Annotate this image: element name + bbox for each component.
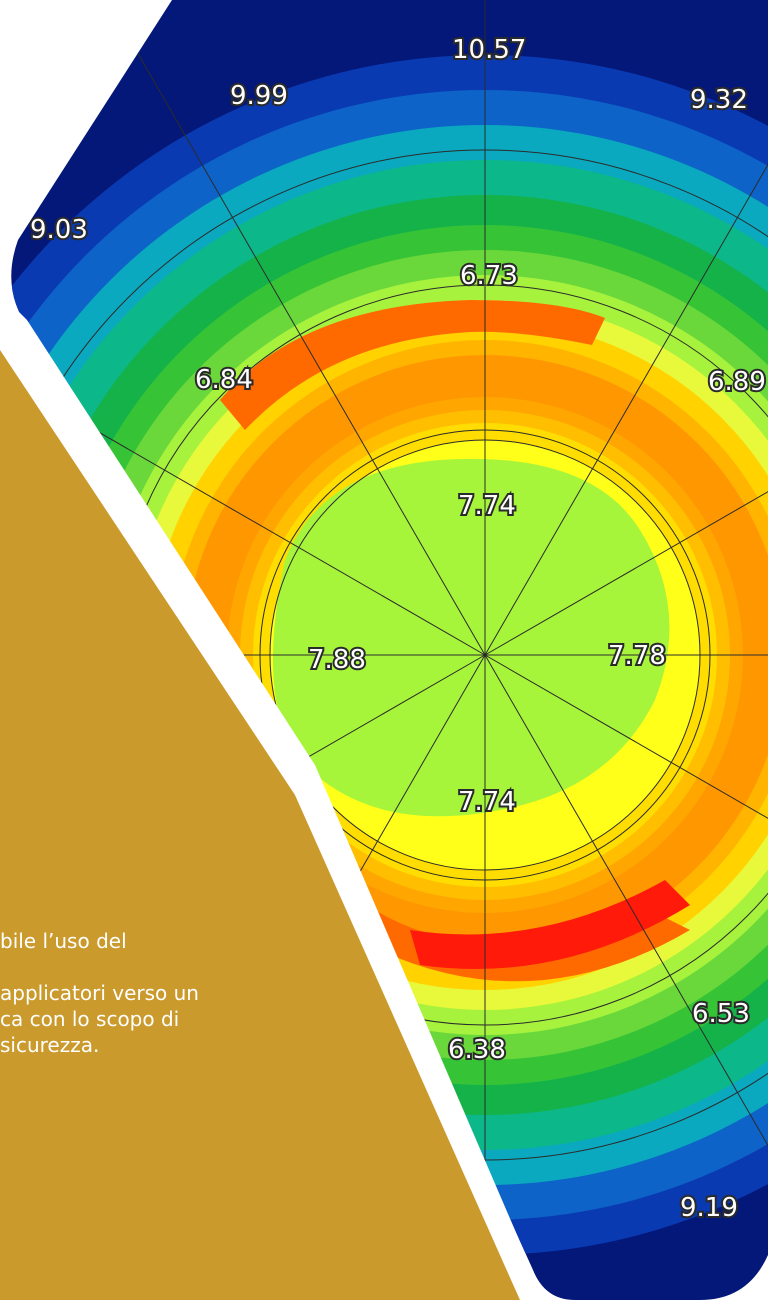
info-panel-text: bile l’uso del applicatori verso un ca c… bbox=[0, 928, 560, 1058]
map-value-label: 6.84 bbox=[195, 365, 253, 395]
white-diagonal-stripe bbox=[0, 293, 545, 1300]
map-value-label: 6.38 bbox=[448, 1035, 506, 1065]
map-value-label: 7.78 bbox=[608, 641, 666, 671]
gold-info-panel bbox=[0, 350, 520, 1300]
map-value-label: 6.73 bbox=[460, 261, 518, 291]
map-value-label: 6.53 bbox=[692, 999, 750, 1029]
map-value-label: 9.99 bbox=[230, 81, 288, 111]
map-value-label: 10.57 bbox=[452, 35, 526, 65]
info-panel-line bbox=[0, 954, 560, 980]
info-panel-line: bile l’uso del bbox=[0, 929, 127, 953]
contour-arc-upper bbox=[220, 300, 605, 430]
map-value-label: 9.19 bbox=[680, 1193, 738, 1223]
map-value-label: 6.89 bbox=[708, 367, 766, 397]
map-value-label: 7.74 bbox=[458, 787, 516, 817]
map-value-label: 9.32 bbox=[690, 85, 748, 115]
map-value-labels: 10.57 9.99 9.32 9.03 6.73 6.84 6.89 7.74… bbox=[28, 33, 768, 1225]
info-panel-line: ca con lo scopo di bbox=[0, 1007, 180, 1031]
contour-arc-lower-red bbox=[410, 880, 690, 969]
map-value-label: 7.74 bbox=[458, 491, 516, 521]
central-zone bbox=[273, 458, 670, 817]
info-panel-line: applicatori verso un bbox=[0, 981, 199, 1005]
map-value-label: 7.88 bbox=[308, 645, 366, 675]
map-value-label: 9.03 bbox=[30, 215, 88, 245]
info-panel-line: sicurezza. bbox=[0, 1033, 100, 1057]
